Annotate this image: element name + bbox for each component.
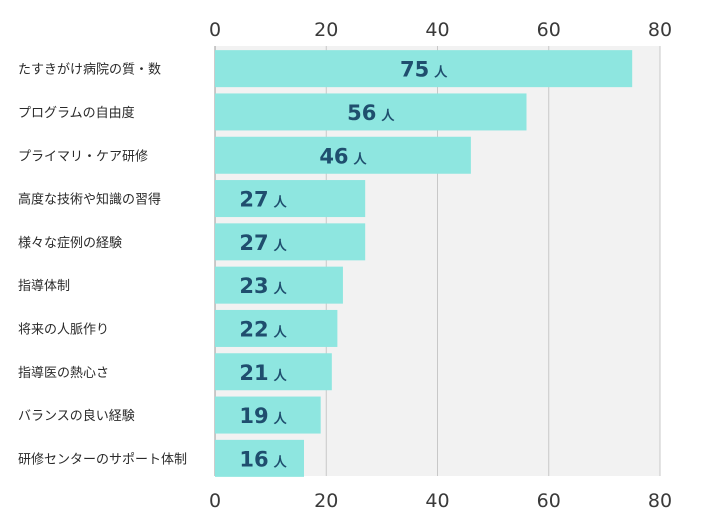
- category-label: 将来の人脈作り: [18, 322, 109, 337]
- tick-label-bottom: 60: [537, 490, 561, 512]
- category-label: 指導体制: [18, 279, 70, 294]
- bar: [215, 93, 527, 131]
- category-label: たすきがけ病院の質・数: [18, 63, 161, 78]
- value-label: 27 人: [239, 231, 287, 255]
- bar: [215, 353, 332, 391]
- top-axis-ticks: 0 20 40 60 80: [209, 19, 672, 41]
- category-label: バランスの良い経験: [18, 408, 135, 424]
- tick-label-top: 80: [648, 19, 672, 41]
- value-label: 56 人: [347, 101, 395, 125]
- tick-label-top: 0: [209, 19, 221, 41]
- tick-label-top: 40: [425, 19, 449, 41]
- value-label: 21 人: [239, 361, 287, 385]
- tick-label-bottom: 20: [314, 490, 338, 512]
- category-label: 研修センターのサポート体制: [18, 452, 187, 467]
- bar: [215, 266, 343, 304]
- value-label: 16 人: [239, 447, 287, 471]
- category-label: 様々な症例の経験: [18, 236, 122, 251]
- value-labels: 75 人56 人 46 人 27 人 27 人 23 人 22 人 21 人 19 人 16 人: [239, 58, 448, 472]
- value-label: 46 人: [319, 144, 367, 168]
- tick-label-bottom: 80: [648, 490, 672, 512]
- value-label: 22 人: [239, 317, 287, 341]
- tick-label-bottom: 40: [425, 490, 449, 512]
- bar: [215, 396, 321, 434]
- bar: [215, 439, 304, 477]
- bar: [215, 180, 366, 218]
- bar: [215, 136, 471, 174]
- tick-label-top: 20: [314, 19, 338, 41]
- bar: [215, 50, 633, 88]
- tick-label-bottom: 0: [209, 490, 221, 512]
- bar: [215, 223, 366, 261]
- bar: [215, 309, 338, 347]
- tick-label-top: 60: [537, 19, 561, 41]
- category-label: プログラムの自由度: [18, 105, 135, 121]
- value-label: 75 人: [400, 58, 448, 82]
- value-label: 23 人: [239, 274, 287, 298]
- value-label: 27 人: [239, 188, 287, 212]
- category-label: 指導医の熱心さ: [18, 366, 109, 381]
- bars: [215, 50, 633, 477]
- category-label: 高度な技術や知識の習得: [18, 192, 161, 208]
- category-label: プライマリ・ケア研修: [18, 149, 148, 164]
- value-label: 19 人: [239, 404, 287, 428]
- category-labels: たすきがけ病院の質・数プログラムの自由度プライマリ・ケア研修高度な技術や知識の習…: [18, 63, 187, 468]
- bottom-axis-ticks: 0 20 40 60 80: [209, 490, 672, 512]
